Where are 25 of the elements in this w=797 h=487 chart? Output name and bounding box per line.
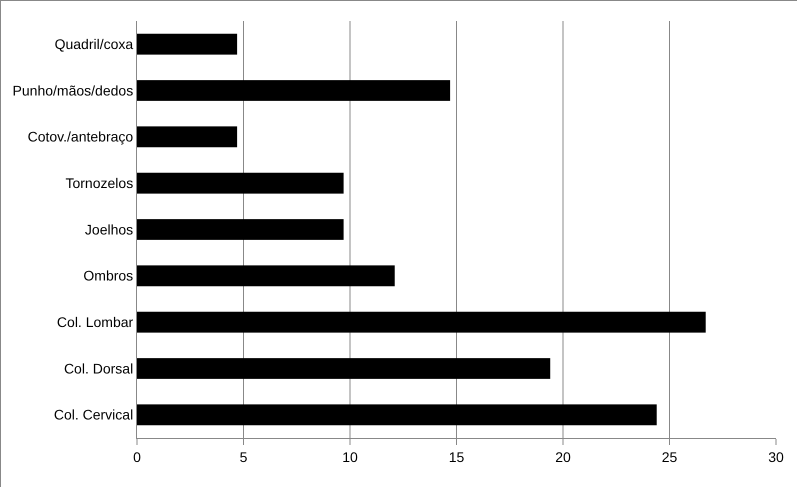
y-tick-label: Ombros [83, 268, 134, 284]
x-tick-label: 20 [555, 448, 571, 465]
y-tick-label: Col. Cervical [54, 406, 134, 423]
bar [137, 312, 706, 333]
y-tick-label: Punho/mãos/dedos [12, 82, 134, 98]
x-tick-label: 0 [133, 448, 142, 465]
x-tick-label: 10 [342, 448, 358, 465]
bar [137, 34, 238, 55]
bar [137, 219, 344, 240]
y-tick-label: Cotov./antebraço [28, 128, 134, 145]
y-tick-label: Joelhos [84, 221, 134, 238]
x-tick-label: 25 [662, 448, 678, 465]
bar [137, 404, 657, 426]
y-tick-label: Quadril/coxa [54, 36, 134, 52]
y-tick-label: Col. Lombar [56, 314, 134, 330]
y-tick-label: Tornozelos [65, 175, 134, 192]
bar [137, 126, 238, 148]
x-tick-label: 15 [448, 448, 464, 465]
x-tick-label: 30 [768, 448, 784, 465]
bar [137, 358, 550, 379]
bar [137, 265, 395, 286]
y-tick-label: Col. Dorsal [64, 360, 134, 376]
bar [137, 172, 344, 194]
bar [137, 80, 450, 101]
x-tick-label: 5 [240, 448, 248, 465]
